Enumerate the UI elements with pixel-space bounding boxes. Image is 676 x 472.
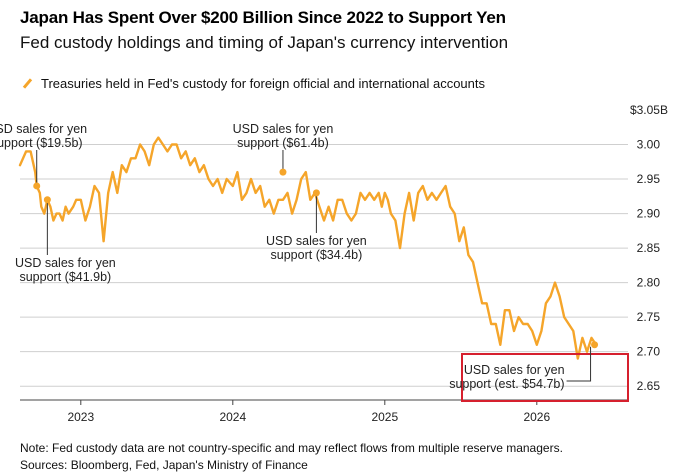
legend: Treasuries held in Fed's custody for for… [20,76,485,91]
y-tick-label: 2.70 [637,345,661,359]
annotation-marker [279,168,287,176]
annotation-label-line: support ($61.4b) [237,136,329,150]
series-line [18,136,598,360]
annotation-marker [43,196,51,204]
annotation-label-line: support (est. $54.7b) [449,377,564,391]
annotation-leader [566,346,592,382]
y-tick-label: 2.65 [637,379,661,393]
annotation-marker [33,182,41,190]
annotation-label-line: support ($19.5b) [0,136,83,150]
annotation-label-line: USD sales for yen [233,122,334,136]
annotation-highlight-box [461,353,629,402]
y-tick-label: 2.75 [637,310,661,324]
annotation-marker [312,189,320,197]
annotation-marker [591,341,599,349]
y-unit-label: $3.05B [630,103,668,117]
y-tick-label: 2.95 [637,172,661,186]
chart-note: Note: Fed custody data are not country-s… [20,441,563,455]
chart-subtitle: Fed custody holdings and timing of Japan… [20,33,509,52]
annotation-label-line: USD sales for yen [464,363,565,377]
x-tick-label: 2023 [67,410,94,424]
legend-label: Treasuries held in Fed's custody for for… [41,76,486,91]
y-tick-label: 3.00 [637,138,661,152]
x-tick-label: 2026 [523,410,550,424]
y-tick-label: 2.90 [637,207,661,221]
annotation-label-line: USD sales for yen [15,256,116,270]
y-tick-label: 2.85 [637,241,661,255]
chart-title: Japan Has Spent Over $200 Billion Since … [20,8,506,27]
annotation-label-line: USD sales for yen [0,122,87,136]
annotation-label-line: USD sales for yen [266,234,367,248]
annotation-label-line: support ($34.4b) [271,248,363,262]
x-tick-label: 2025 [371,410,398,424]
y-tick-label: 2.80 [637,276,661,290]
annotation-label-line: support ($41.9b) [19,270,111,284]
x-tick-label: 2024 [219,410,246,424]
chart-sources: Sources: Bloomberg, Fed, Japan's Ministr… [20,458,308,472]
